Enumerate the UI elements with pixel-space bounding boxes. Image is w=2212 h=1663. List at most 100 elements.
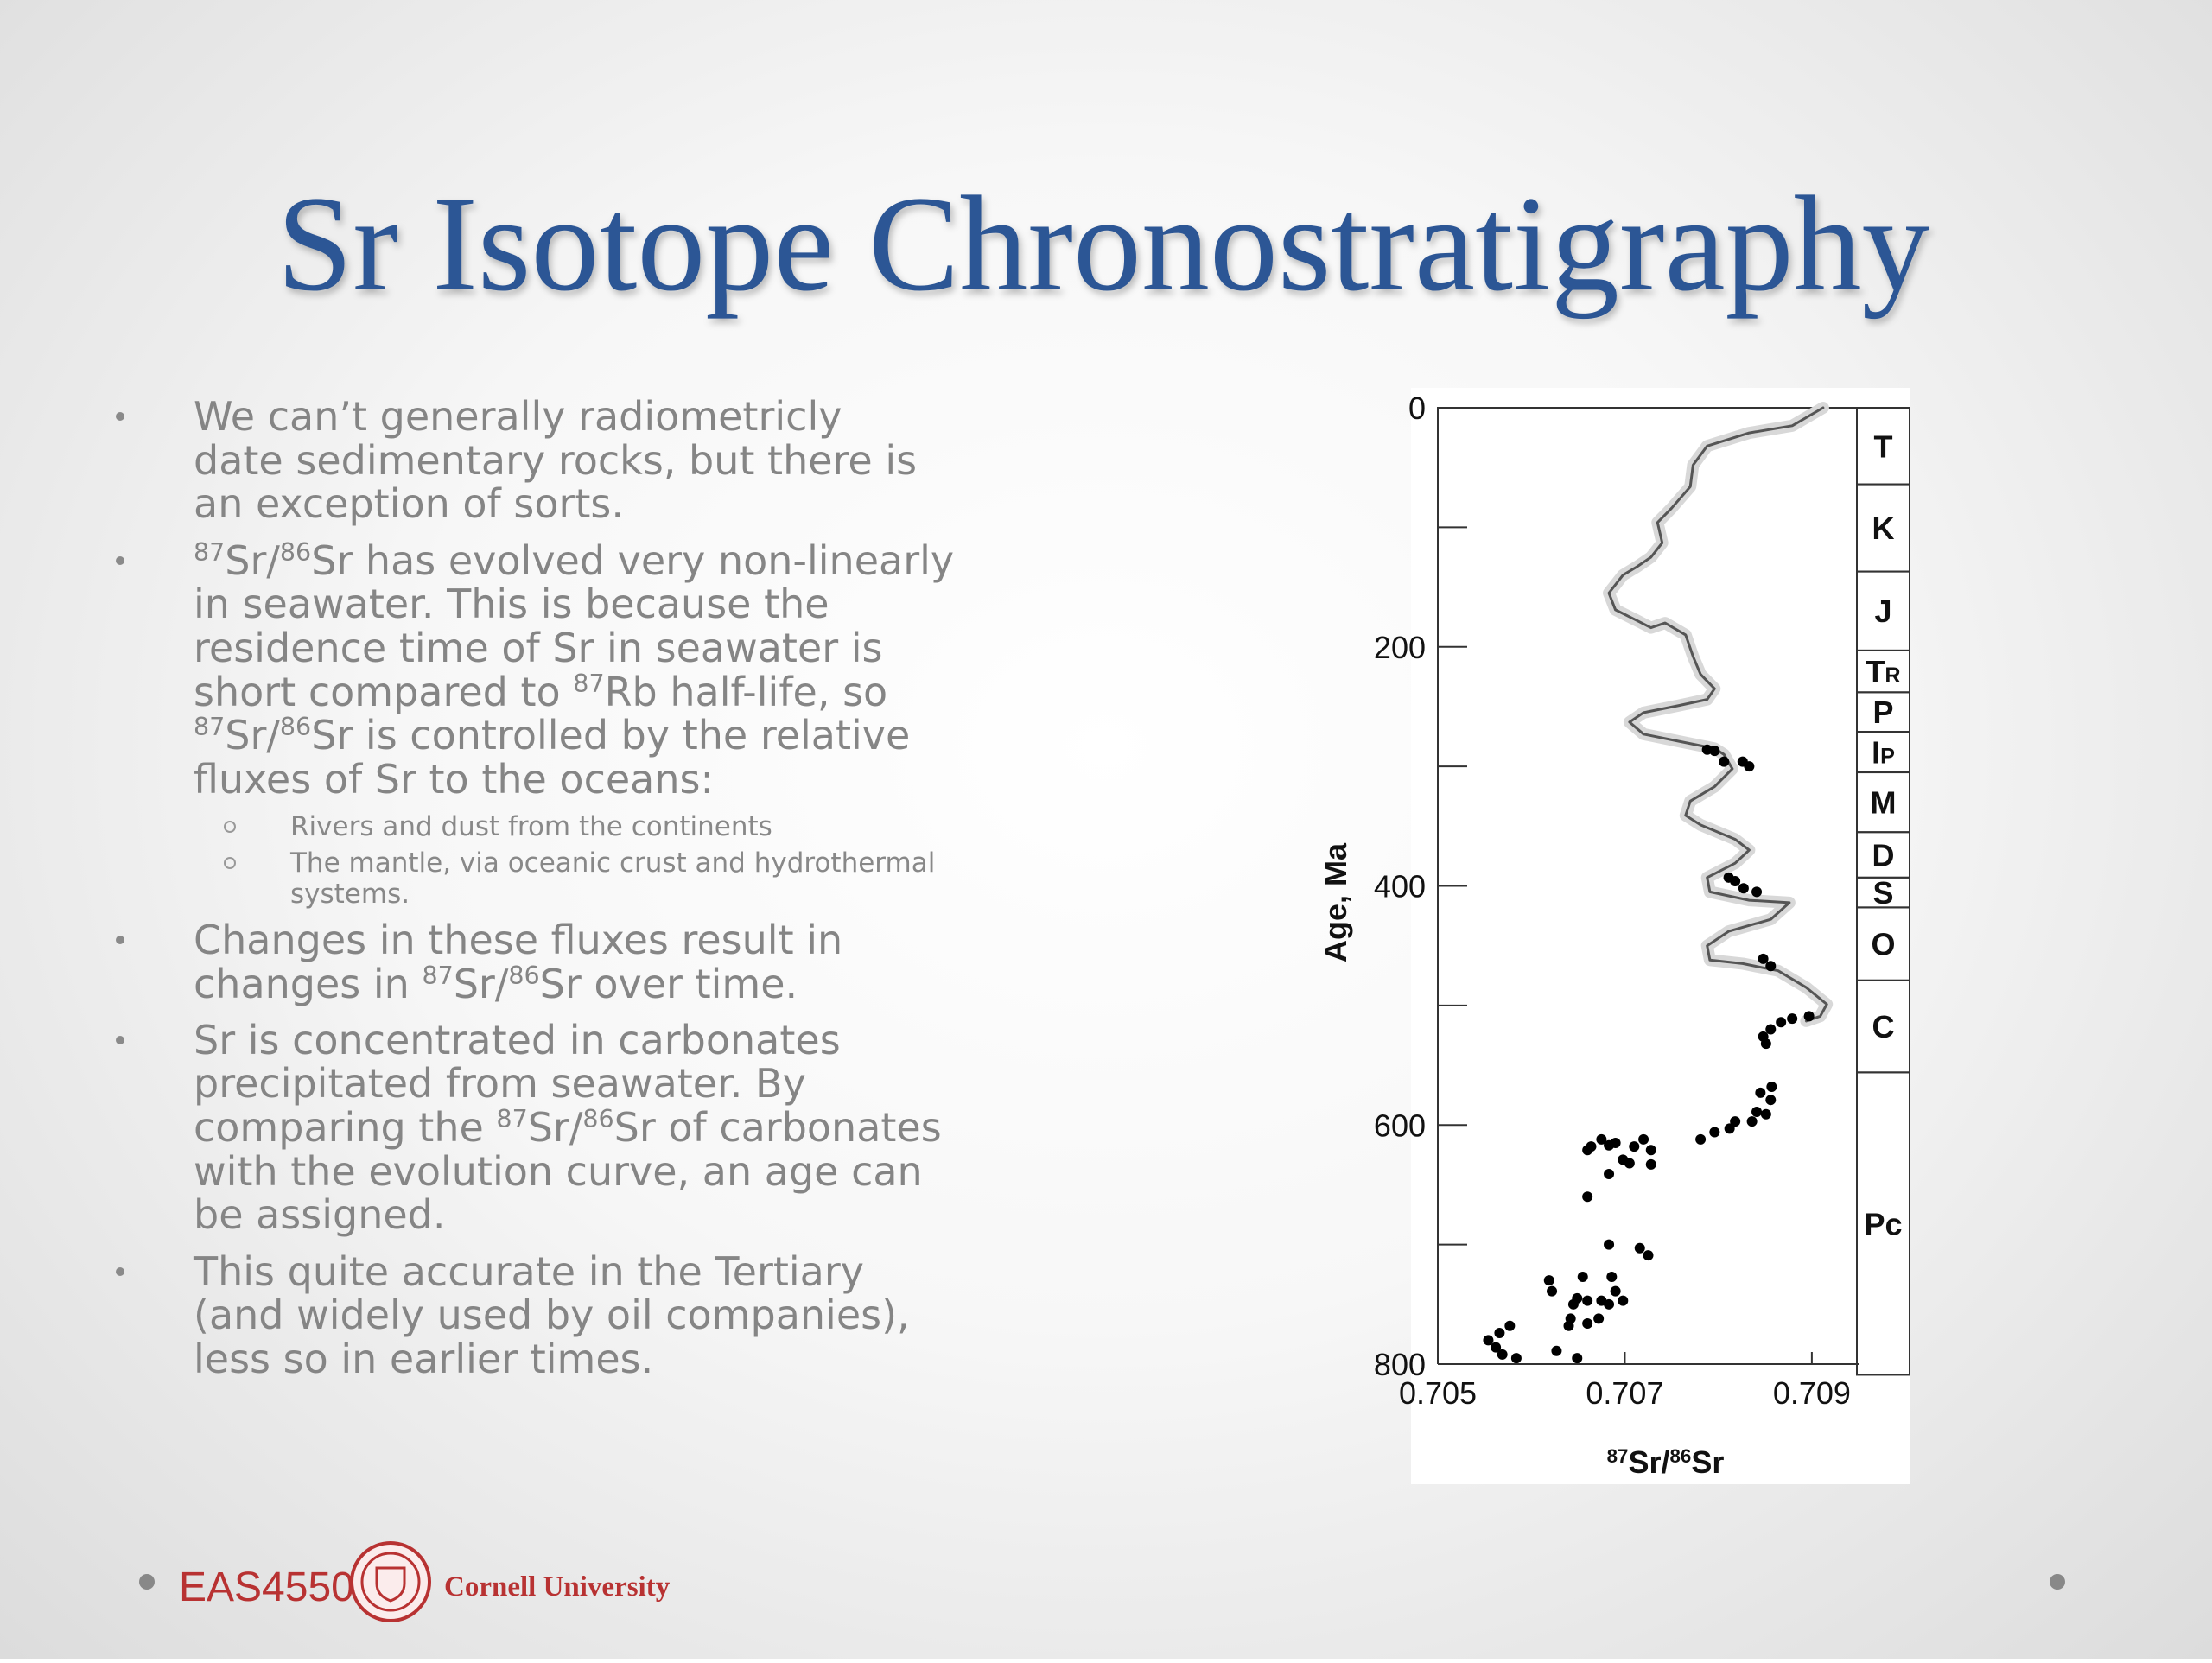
data-point	[1645, 1145, 1656, 1156]
bullet-line: less so in earlier times.	[194, 1336, 653, 1382]
superscript: 86	[582, 1105, 613, 1133]
bullet-line: fluxes of Sr to the oceans:	[194, 756, 714, 803]
data-point	[1582, 1191, 1593, 1203]
period-name: S	[1872, 875, 1893, 911]
superscript: 87	[1607, 1445, 1629, 1467]
period-name: T	[1874, 428, 1893, 464]
period-name: C	[1872, 1009, 1895, 1044]
text-run: (and widely used by oil companies),	[194, 1292, 910, 1338]
text-run: Sr of carbonates	[614, 1104, 942, 1151]
text-run: systems.	[290, 879, 410, 910]
bullet-line: with the evolution curve, an age can	[194, 1148, 923, 1195]
data-point	[1760, 1108, 1771, 1120]
text-run: with the evolution curve, an age can	[194, 1148, 923, 1195]
text-run: Sr	[1691, 1444, 1724, 1480]
text-run: Sr/	[225, 537, 280, 584]
x-tick-label: 0.705	[1399, 1375, 1477, 1411]
data-point	[1744, 761, 1755, 772]
data-point	[1758, 1031, 1769, 1042]
period-label: IP	[1872, 735, 1895, 771]
period-label: D	[1872, 838, 1895, 873]
bullet-line: Changes in these fluxes result in	[194, 917, 842, 963]
data-point	[1755, 1087, 1766, 1098]
period-label: P	[1872, 695, 1893, 730]
text-run: Rivers and dust from the continents	[290, 811, 772, 842]
text-run: Changes in these fluxes result in	[194, 917, 842, 963]
period-label: M	[1871, 785, 1897, 821]
bullet-line: 87Sr/86Sr has evolved very non-linearly	[194, 537, 954, 584]
data-point	[1645, 1158, 1656, 1170]
bullet-line: be assigned.	[194, 1191, 446, 1238]
period-box	[1856, 1071, 1910, 1376]
text-run: Rb half-life, so	[605, 669, 888, 715]
superscript: 87	[194, 538, 225, 567]
text-run: The mantle, via oceanic crust and hydrot…	[289, 847, 935, 879]
bullet-dot	[116, 1267, 124, 1276]
y-tick-label: 0	[1408, 390, 1426, 426]
bullet-dot	[116, 556, 124, 565]
sub-bullet-line: Rivers and dust from the continents	[290, 811, 772, 842]
text-run: Sr/	[1628, 1444, 1669, 1480]
bullet-line: 87Sr/86Sr is controlled by the relative	[194, 712, 910, 759]
data-point	[1604, 1239, 1615, 1250]
superscript: 86	[508, 962, 539, 990]
data-point	[1765, 1024, 1777, 1035]
bullet-line: We can’t generally radiometricly	[194, 393, 842, 440]
data-point	[1582, 1145, 1593, 1156]
data-point	[1643, 1250, 1654, 1261]
text-run: less so in earlier times.	[194, 1336, 653, 1382]
y-tick-label: 800	[1374, 1347, 1426, 1382]
data-point	[1494, 1328, 1505, 1339]
period-name: P	[1872, 695, 1893, 730]
period-label: C	[1872, 1009, 1895, 1044]
text-run: precipitated from seawater. By	[194, 1060, 806, 1107]
period-name: O	[1871, 927, 1895, 962]
period-label: T	[1874, 428, 1893, 464]
data-point	[1751, 886, 1763, 898]
bullet-line: comparing the 87Sr/86Sr of carbonates	[194, 1104, 942, 1151]
text-run: comparing the	[194, 1104, 496, 1151]
text-run: Sr is concentrated in carbonates	[194, 1017, 841, 1063]
period-name: M	[1871, 785, 1897, 821]
footer-dot	[139, 1574, 155, 1590]
bullet-dot	[116, 412, 124, 421]
data-point	[1765, 1095, 1777, 1106]
period-label: K	[1872, 511, 1895, 546]
superscript: 87	[422, 962, 453, 990]
data-point	[1765, 961, 1777, 972]
data-point	[1751, 1107, 1763, 1118]
sub-bullet-dot	[224, 821, 236, 833]
data-point	[1572, 1353, 1583, 1364]
bullet-line: an exception of sorts.	[194, 480, 624, 527]
superscript: 87	[194, 713, 225, 741]
text-run: Sr/	[225, 712, 280, 759]
bullet-line: short compared to 87Rb half-life, so	[194, 669, 887, 715]
university-name: Cornell University	[444, 1571, 671, 1603]
text-run: changes in	[194, 961, 422, 1007]
data-point	[1596, 1133, 1607, 1145]
text-run: short compared to	[194, 669, 573, 715]
data-point	[1551, 1345, 1562, 1356]
evolution-curve	[1607, 406, 1828, 1023]
footer-dot	[2050, 1574, 2065, 1590]
y-tick-label: 600	[1374, 1108, 1426, 1143]
y-tick-label: 400	[1374, 869, 1426, 904]
period-label: Pc	[1864, 1206, 1902, 1241]
data-point	[1610, 1285, 1621, 1297]
course-code: EAS4550	[179, 1565, 354, 1610]
data-point	[1563, 1320, 1574, 1331]
data-point	[1638, 1133, 1649, 1145]
chart-background	[1411, 388, 1910, 1484]
x-tick-label: 0.709	[1773, 1375, 1851, 1411]
bullet-line: Sr is concentrated in carbonates	[194, 1017, 841, 1063]
x-tick-label: 0.707	[1586, 1375, 1663, 1411]
data-point	[1738, 883, 1749, 894]
data-point	[1758, 953, 1769, 964]
period-name: D	[1872, 838, 1895, 873]
text-run: Sr/	[528, 1104, 583, 1151]
superscript: 87	[496, 1105, 527, 1133]
data-point	[1593, 1313, 1605, 1324]
text-run: in seawater. This is because the	[194, 581, 830, 627]
period-name: Pc	[1864, 1206, 1902, 1241]
